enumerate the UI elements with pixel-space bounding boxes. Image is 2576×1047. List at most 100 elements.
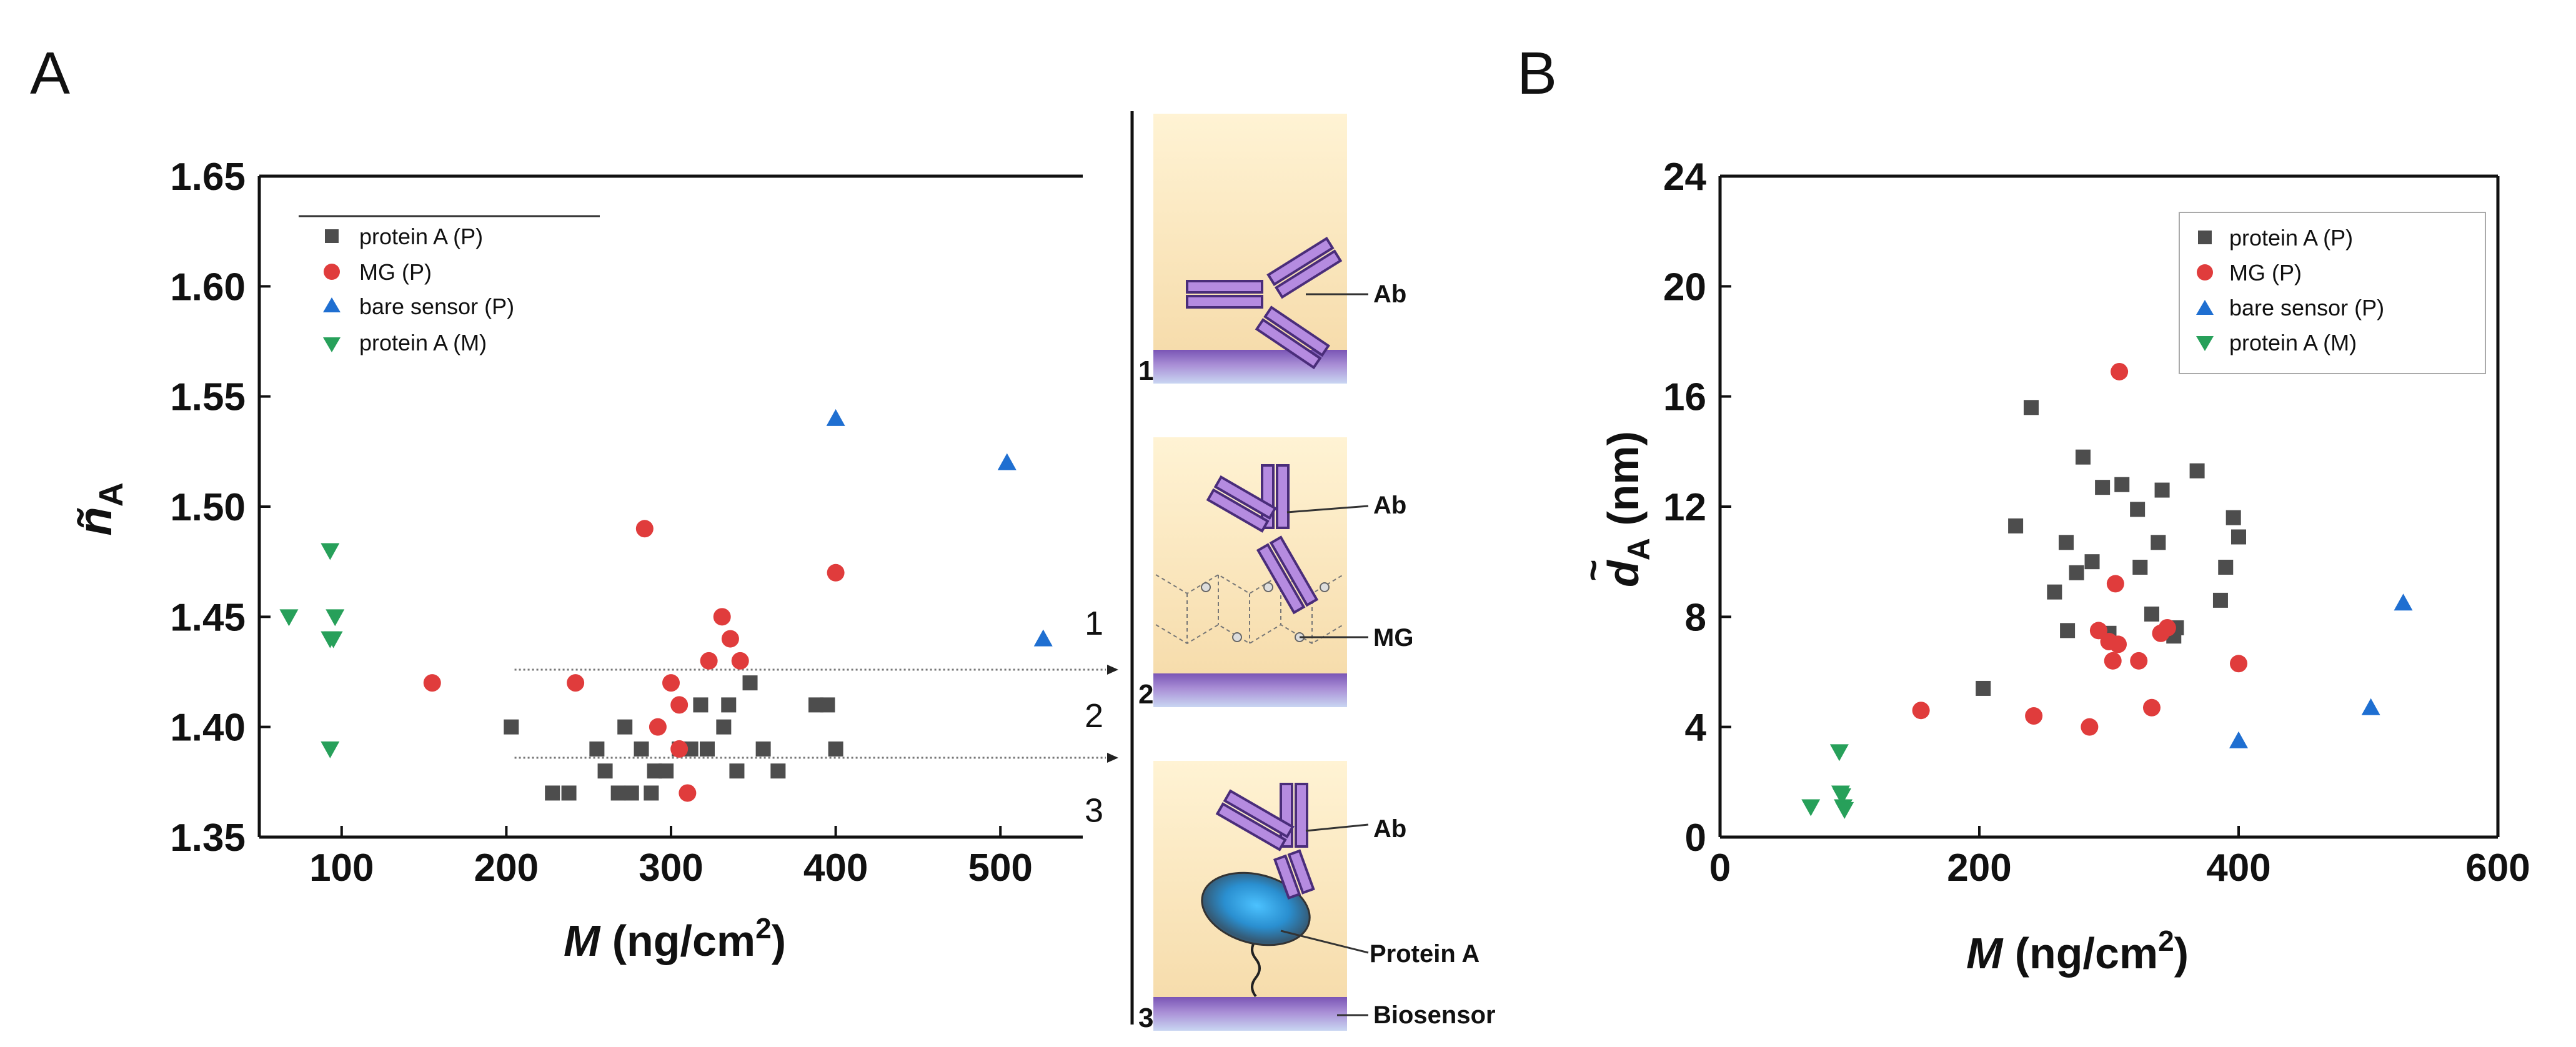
x-tick-label: 100	[309, 846, 374, 890]
data-point-bare-sensor-p-1	[997, 453, 1017, 470]
series-protein-a-p	[1976, 400, 2246, 696]
data-point-protein-a-p-13	[2132, 559, 2148, 575]
data-point-protein-a-p-8	[634, 741, 649, 757]
x-tick-label: 600	[2465, 846, 2530, 890]
data-point-protein-a-m-1	[321, 543, 340, 560]
x-tick-label: 200	[474, 846, 539, 890]
legend-marker-mg-p	[2197, 264, 2213, 280]
data-point-bare-sensor-p-2	[1033, 629, 1053, 647]
x-tick-label: 0	[1709, 846, 1731, 890]
sensor-surface-1	[1153, 350, 1347, 384]
region-arrow-1	[1107, 664, 1118, 675]
data-point-protein-a-p-5	[610, 785, 626, 801]
y-tick-label: 1.40	[170, 707, 246, 750]
data-point-mg-p-9	[2130, 652, 2148, 670]
data-point-protein-a-p-16	[716, 719, 732, 735]
y-tick-label: 1.45	[170, 596, 246, 639]
chart-b: 0 200 400 600 0 4 8 12 16 20 24 protein A (P) MG (…	[1572, 156, 2530, 978]
schematic-label-ab-3: Ab	[1373, 815, 1406, 843]
data-point-mg-p-5	[670, 696, 689, 714]
region-label-2: 2	[1085, 697, 1103, 735]
data-point-protein-a-m-2	[326, 609, 345, 627]
series-protein-a-p	[504, 675, 843, 801]
data-point-mg-p-12	[827, 563, 845, 582]
antibody-icon	[1206, 464, 1319, 615]
legend-label-mg-p: MG (P)	[2229, 260, 2302, 285]
y-axis-unit-b: (nm)	[1599, 431, 1648, 538]
protein-a-tether	[1251, 939, 1261, 998]
data-point-protein-a-p-6	[617, 719, 633, 735]
legend-marker-protein-a-p	[2198, 231, 2212, 244]
data-point-protein-a-p-0	[504, 719, 519, 735]
series-protein-a-m	[1801, 744, 1854, 819]
antibody-icon	[1186, 236, 1343, 370]
sensor-surface-2	[1153, 673, 1347, 707]
data-point-protein-a-p-20	[755, 741, 771, 757]
schematic-label-protein-a: Protein A	[1370, 940, 1479, 968]
callout-line-ab-3	[1305, 823, 1369, 832]
legend-box-b	[2179, 212, 2486, 374]
data-point-mg-p-9	[713, 608, 731, 626]
schematics: Ab 1	[1138, 114, 1496, 1033]
data-point-mg-p-11	[731, 652, 749, 670]
data-point-mg-p-3	[649, 718, 667, 736]
y-tick-label: 0	[1685, 816, 1706, 860]
data-point-mg-p-12	[2158, 618, 2176, 637]
data-point-protein-a-p-11	[2114, 477, 2130, 492]
legend-marker-protein-a-p	[325, 229, 339, 243]
data-point-protein-a-p-22	[2225, 510, 2241, 525]
x-tick-label: 400	[2206, 846, 2270, 890]
x-tick-label: 500	[968, 846, 1032, 890]
data-point-mg-p-4	[662, 674, 680, 692]
data-point-protein-a-p-12	[2130, 502, 2146, 517]
data-point-mg-p-2	[635, 520, 654, 538]
y-axis-var-b: d	[1599, 560, 1648, 587]
series-bare-sensor-p	[2229, 593, 2413, 748]
data-point-protein-a-p-19	[742, 675, 758, 691]
y-tick-label: 1.35	[170, 816, 246, 860]
data-point-protein-a-m-1	[1829, 744, 1849, 762]
legend-marker-protein-a-m	[323, 337, 341, 352]
sensor-surface-3	[1153, 997, 1347, 1031]
legend-label-bare-sensor-p: bare sensor (P)	[2229, 295, 2384, 320]
data-point-mg-p-8	[2111, 362, 2129, 380]
data-point-mg-p-7	[2109, 635, 2127, 653]
data-point-protein-a-p-6	[2069, 565, 2084, 580]
y-tick-label: 8	[1685, 596, 1706, 639]
x-axis-unit-b: (ng/cm	[2002, 929, 2158, 978]
schematic-number-3: 3	[1138, 1003, 1153, 1033]
data-point-mg-p-7	[679, 784, 697, 802]
legend-a: protein A (P) MG (P) bare sensor (P) pro…	[299, 215, 600, 355]
ticks-a: 100 200 300 400 500 1.35 1.40 1.45 1.50 1.55 1.60 1…	[170, 156, 1033, 890]
data-point-protein-a-p-9	[2095, 480, 2111, 495]
series-protein-a-m	[279, 543, 345, 758]
data-point-protein-a-p-1	[2008, 518, 2024, 533]
schematic-panel-2: Ab MG 2	[1138, 437, 1413, 710]
data-point-protein-a-p-21	[770, 763, 786, 779]
schematic-label-mg: MG	[1373, 624, 1413, 652]
legend-marker-bare-sensor-p	[2196, 300, 2214, 315]
data-point-mg-p-13	[2230, 655, 2247, 673]
chart-a: 100 200 300 400 500 1.35 1.40 1.45 1.50 1.55 1.60 1…	[69, 156, 1118, 965]
region-labels: 1 2 3	[1085, 605, 1103, 830]
data-point-protein-a-p-1	[545, 785, 560, 801]
y-tick-label: 20	[1663, 265, 1706, 309]
y-axis-var-a: ñ	[69, 507, 122, 535]
data-point-protein-a-m-5	[1835, 801, 1854, 819]
callout-line-ab-2	[1286, 505, 1369, 514]
data-point-protein-a-p-17	[721, 697, 737, 713]
data-point-protein-a-p-18	[729, 763, 745, 779]
region-lines	[514, 664, 1118, 763]
data-point-protein-a-p-2	[561, 785, 577, 801]
panel-label-a: A	[30, 40, 70, 107]
ticks-b: 0 200 400 600 0 4 8 12 16 20 24	[1663, 156, 2530, 890]
data-point-protein-a-p-4	[597, 763, 613, 779]
series-bare-sensor-p	[826, 409, 1053, 647]
data-point-mg-p-0	[423, 674, 441, 692]
legend-label-protein-a-m: protein A (M)	[359, 330, 487, 355]
data-point-protein-a-m-0	[279, 609, 299, 627]
series-mg-p	[1912, 362, 2247, 736]
data-point-protein-a-p-20	[2212, 592, 2228, 608]
schematic-number-1: 1	[1138, 355, 1153, 386]
